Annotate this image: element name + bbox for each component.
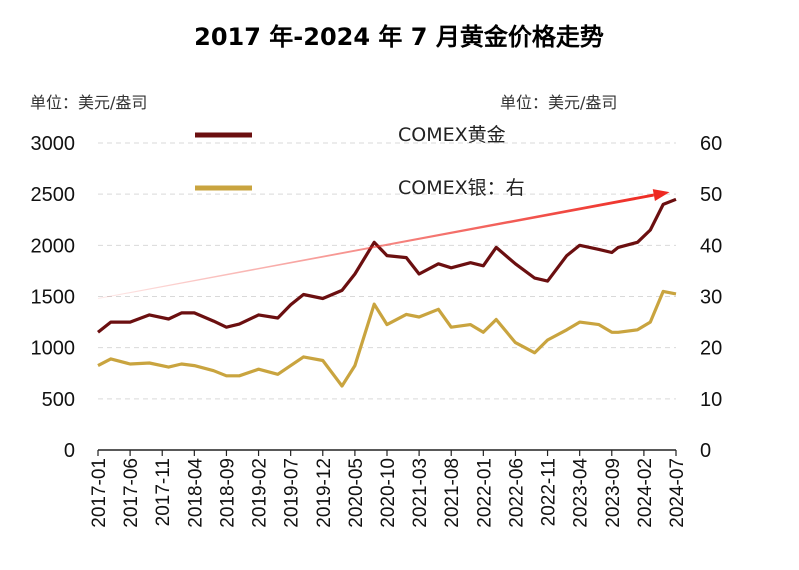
right-tick-label: 20 — [700, 338, 722, 360]
x-tick-label: 2020-05 — [346, 458, 367, 528]
trend-arrow — [98, 189, 670, 300]
x-tick-label: 2018-04 — [185, 458, 206, 528]
x-tick-label: 2023-09 — [603, 458, 624, 528]
left-tick-label: 1000 — [31, 338, 76, 360]
x-tick-label: 2018-09 — [217, 458, 238, 528]
x-tick-label: 2022-11 — [539, 458, 560, 526]
x-axis: 2017-01 2017-06 2017-11 2018-04 2018-09 2019-… — [89, 449, 688, 528]
right-tick-label: 60 — [700, 133, 722, 155]
left-tick-label: 500 — [42, 389, 75, 411]
left-tick-label: 2500 — [31, 184, 76, 206]
x-tick-label: 2020-10 — [378, 458, 399, 528]
x-tick-label: 2021-08 — [442, 458, 463, 528]
series-lines — [97, 197, 677, 388]
left-tick-label: 2000 — [31, 235, 76, 257]
legend-label-silver: COMEX银：右 — [398, 177, 525, 199]
x-tick-label: 2017-06 — [121, 458, 142, 528]
left-y-axis: 0 500 1000 1500 2000 2500 3000 — [31, 133, 76, 462]
x-tick-label: 2022-06 — [506, 458, 527, 528]
x-tick-label: 2024-07 — [667, 458, 688, 528]
x-tick-label: 2019-02 — [250, 458, 271, 528]
x-tick-label: 2022-01 — [474, 458, 495, 528]
series-line-silver — [97, 289, 677, 388]
right-tick-label: 0 — [700, 440, 711, 462]
x-tick-label: 2019-12 — [314, 458, 335, 528]
right-tick-label: 40 — [700, 235, 722, 257]
right-tick-label: 30 — [700, 287, 722, 309]
right-tick-label: 50 — [700, 184, 722, 206]
x-tick-label: 2017-11 — [153, 458, 174, 526]
series-line-gold — [97, 197, 677, 334]
left-axis-unit: 单位：美元/盎司 — [30, 93, 147, 112]
trend-arrow-head — [652, 189, 670, 201]
x-tick-label: 2017-01 — [89, 458, 110, 528]
right-y-axis: 0 10 20 30 40 50 60 — [700, 133, 722, 462]
gridlines — [98, 142, 676, 400]
legend-label-gold: COMEX黄金 — [398, 124, 506, 146]
chart-title: 2017 年-2024 年 7 月黄金价格走势 — [194, 23, 604, 51]
x-tick-label: 2021-03 — [410, 458, 431, 528]
x-tick-label: 2024-02 — [635, 458, 656, 528]
left-tick-label: 0 — [64, 440, 75, 462]
x-tick-label: 2023-04 — [571, 458, 592, 528]
left-tick-label: 1500 — [31, 287, 76, 309]
legend: COMEX黄金 COMEX银：右 — [195, 124, 525, 199]
x-tick-label: 2019-07 — [282, 458, 303, 528]
left-tick-label: 3000 — [31, 133, 76, 155]
right-axis-unit: 单位：美元/盎司 — [500, 93, 617, 112]
right-tick-label: 10 — [700, 389, 722, 411]
trend-arrow-shaft — [98, 193, 654, 300]
